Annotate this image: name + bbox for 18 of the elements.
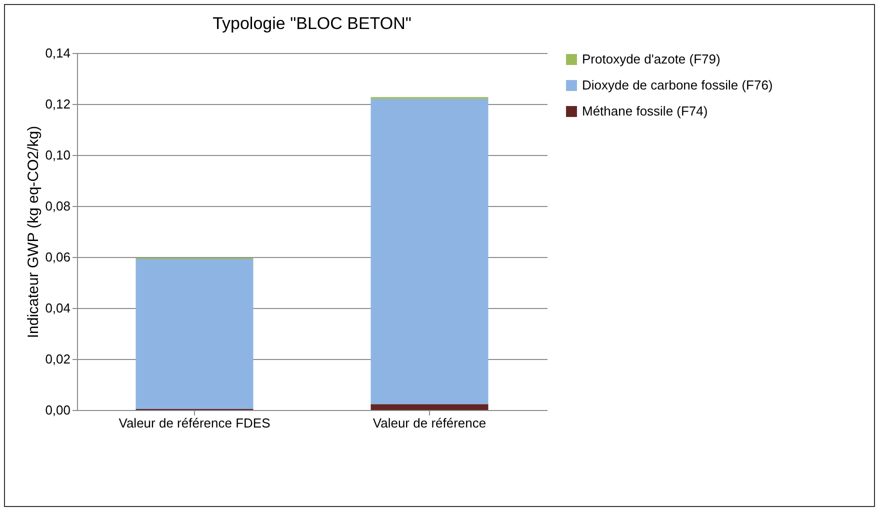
y-tick-label: 0,10: [45, 148, 70, 162]
bar: [136, 259, 254, 409]
x-tick-label: Valeur de référence: [372, 416, 486, 430]
y-tick-label: 0,04: [45, 300, 70, 316]
legend-label: Dioxyde de carbone fossile (F76): [582, 78, 773, 92]
y-tick-label: 0,08: [45, 198, 70, 214]
legend-label: Méthane fossile (F74): [582, 104, 708, 118]
x-tick-label: Valeur de référence FDES: [118, 416, 271, 430]
y-tick-label: 0,12: [45, 96, 70, 112]
legend-label: Protoxyde d'azote (F79): [582, 52, 720, 66]
y-tick-label: 0,00: [45, 402, 70, 418]
y-tick-label: 0,02: [45, 352, 70, 366]
bar: [370, 404, 488, 410]
bar: [370, 98, 488, 404]
y-axis-title: Indicateur GWP (kg eq-CO2/kg): [25, 126, 42, 338]
chart-title: Typologie "BLOC BETON": [212, 14, 412, 33]
y-tick-label: 0,14: [45, 46, 70, 60]
y-tick-label: 0,06: [45, 250, 70, 264]
